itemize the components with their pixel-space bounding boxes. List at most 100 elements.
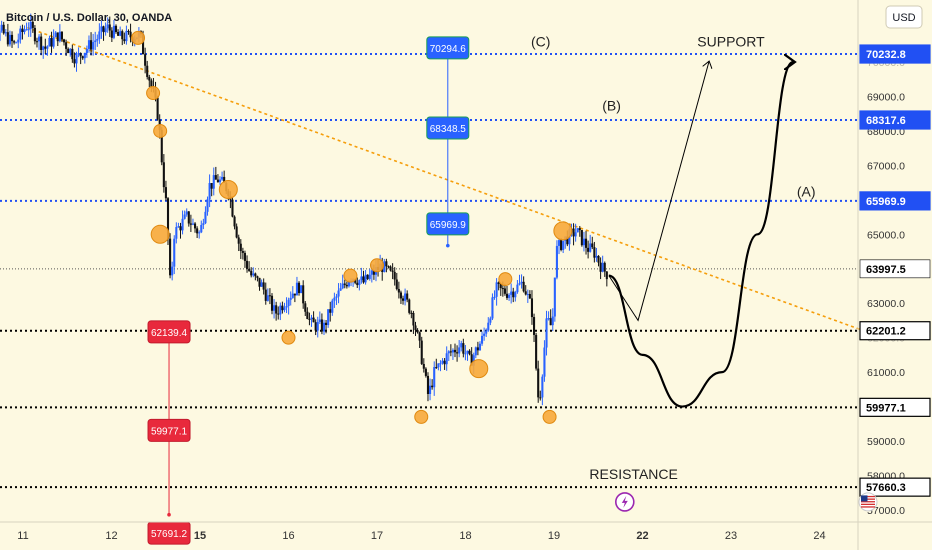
- candle-body: [54, 32, 57, 38]
- candle-body: [285, 306, 288, 308]
- candle-body: [397, 288, 400, 293]
- candle-body: [150, 80, 153, 87]
- candle-body: [96, 38, 99, 41]
- currency-label[interactable]: USD: [892, 12, 915, 24]
- candle-body: [535, 334, 538, 369]
- price-level-tag[interactable]: 70232.8: [859, 44, 931, 64]
- candle-body: [505, 293, 509, 298]
- price-level-tag[interactable]: 68317.6: [859, 110, 931, 130]
- candle-body: [196, 228, 199, 234]
- candle-body: [38, 36, 41, 42]
- axis-icons[interactable]: [614, 492, 878, 512]
- candle-body: [472, 355, 475, 366]
- candle-body: [156, 97, 159, 120]
- candle-body: [372, 270, 375, 275]
- candle-body: [19, 28, 22, 40]
- price-level-tag[interactable]: 62201.2: [859, 321, 931, 341]
- candle-body: [385, 261, 388, 267]
- candle-body: [175, 227, 178, 239]
- target-connector-end: [167, 512, 171, 517]
- price-level-tag-bg[interactable]: [859, 321, 931, 341]
- candle-body: [100, 26, 103, 32]
- time-tick-label: 12: [105, 530, 117, 542]
- descending-trendline: [27, 26, 865, 332]
- candle-body: [40, 36, 43, 50]
- us-flag-icon[interactable]: [858, 492, 878, 512]
- candle-body: [508, 294, 511, 298]
- candle-body: [279, 305, 282, 315]
- candle-body: [312, 317, 315, 323]
- candle-body: [302, 285, 305, 304]
- candle-body: [281, 305, 284, 311]
- target-box-label: 65969.9: [430, 220, 467, 231]
- price-level-tag-bg[interactable]: [859, 477, 931, 497]
- target-box-bg[interactable]: [426, 116, 470, 140]
- annotation-text: RESISTANCE: [589, 466, 677, 482]
- price-level-tag-bg[interactable]: [859, 397, 931, 417]
- candle-body: [29, 21, 32, 30]
- trendline: [27, 26, 865, 332]
- candle-body: [171, 266, 174, 276]
- target-box[interactable]: 68348.5: [426, 116, 470, 140]
- target-box-bg[interactable]: [426, 212, 470, 236]
- candle-body: [15, 42, 18, 44]
- price-tick-label: 57000.0: [867, 505, 905, 517]
- candle-body: [83, 52, 86, 59]
- price-level-tag-label: 63997.5: [866, 264, 906, 276]
- target-box[interactable]: 70294.6: [426, 36, 470, 60]
- target-box-bg[interactable]: [147, 418, 191, 442]
- candle-body: [487, 322, 490, 331]
- candle-body: [62, 39, 66, 43]
- candle-body: [23, 29, 26, 33]
- candle-body: [4, 32, 7, 34]
- price-level-tag-bg[interactable]: [859, 110, 931, 130]
- candle-body: [412, 312, 415, 326]
- candle-body: [480, 335, 484, 344]
- time-tick-label: 17: [371, 530, 383, 542]
- price-level-tag[interactable]: 65969.9: [859, 191, 931, 211]
- swing-marker: [153, 123, 168, 138]
- swing-marker: [370, 258, 384, 273]
- candle-body: [79, 53, 82, 57]
- currency-button[interactable]: USD: [885, 5, 923, 29]
- candle-body: [241, 250, 244, 253]
- candle-body: [366, 274, 369, 279]
- time-tick-label: 16: [282, 530, 294, 542]
- price-level-tag-bg[interactable]: [859, 44, 931, 64]
- price-level-tag-bg[interactable]: [859, 259, 931, 279]
- price-level-tag[interactable]: 63997.5: [859, 259, 931, 279]
- candle-body: [291, 293, 294, 298]
- candle-body: [146, 65, 149, 77]
- candle-body: [339, 288, 342, 291]
- price-level-tag[interactable]: 59977.1: [859, 397, 931, 417]
- lightning-icon[interactable]: [614, 492, 635, 512]
- candle-body: [522, 281, 525, 292]
- price-level-tag[interactable]: 57660.3: [859, 477, 931, 497]
- candle-body: [322, 322, 326, 332]
- candle-body: [71, 48, 74, 60]
- price-level-tag-bg[interactable]: [859, 191, 931, 211]
- candle-body: [166, 198, 170, 239]
- candle-body: [231, 199, 234, 217]
- swing-marker: [218, 180, 238, 200]
- target-box[interactable]: 59977.1: [147, 418, 191, 442]
- candle-body: [46, 46, 49, 49]
- candle-body: [181, 218, 184, 231]
- candle-body: [435, 367, 438, 369]
- candle-body: [25, 29, 28, 31]
- us-flag-icon-stripe: [861, 498, 875, 500]
- us-flag-icon-stripe: [861, 503, 875, 505]
- candle-body: [183, 214, 186, 219]
- candle-body: [58, 31, 61, 42]
- target-box-bg[interactable]: [426, 36, 470, 60]
- candle-body: [401, 298, 405, 301]
- target-box-bg[interactable]: [147, 320, 191, 344]
- target-box[interactable]: 62139.4: [147, 320, 191, 344]
- target-box[interactable]: 65969.9: [426, 212, 470, 236]
- candle-body: [433, 367, 436, 388]
- price-axis: 57000.058000.059000.060000.061000.062000…: [859, 44, 931, 517]
- target-box[interactable]: 57691.2: [147, 521, 191, 545]
- candle-body: [108, 24, 111, 31]
